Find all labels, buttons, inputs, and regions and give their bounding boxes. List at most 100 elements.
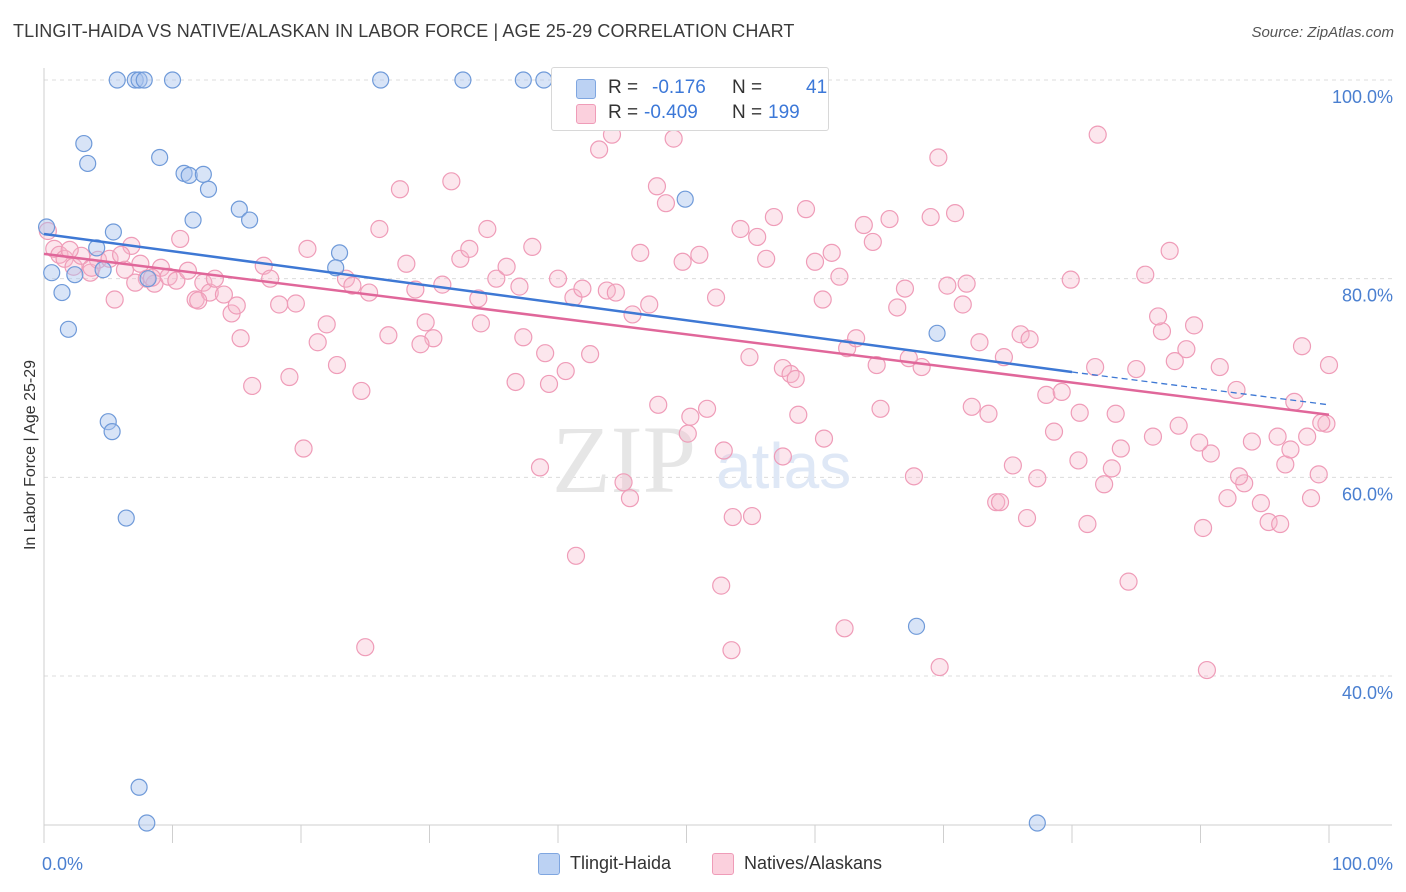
x-tick-labels: 0.0% 100.0%	[42, 854, 1393, 874]
data-point-natives-alaskans	[921, 207, 940, 227]
data-point-natives-alaskans	[773, 447, 792, 466]
data-point-tlingit-haida	[103, 423, 121, 441]
data-point-natives-alaskans	[317, 315, 336, 334]
data-point-natives-alaskans	[731, 219, 750, 239]
data-point-natives-alaskans	[294, 439, 313, 458]
data-point-natives-alaskans	[712, 576, 731, 595]
data-point-natives-alaskans	[390, 180, 410, 199]
x-tick-label: 0.0%	[42, 854, 83, 874]
data-point-tlingit-haida	[75, 134, 93, 153]
data-point-natives-alaskans	[740, 348, 759, 367]
data-point-tlingit-haida	[676, 190, 694, 208]
y-axis-title: In Labor Force | Age 25-29	[22, 360, 39, 550]
data-point-natives-alaskans	[167, 271, 186, 290]
data-point-natives-alaskans	[786, 369, 805, 389]
data-point-natives-alaskans	[566, 546, 586, 565]
data-point-natives-alaskans	[1106, 404, 1125, 423]
bottom-legend-label: Tlingit-Haida	[570, 853, 672, 873]
trend-lines	[43, 232, 1330, 416]
legend-r-value: -0.176	[652, 77, 706, 98]
data-point-natives-alaskans	[1111, 439, 1130, 458]
data-point-natives-alaskans	[904, 467, 924, 486]
data-point-natives-alaskans	[1165, 352, 1184, 371]
data-point-natives-alaskans	[1028, 469, 1047, 488]
data-point-tlingit-haida	[230, 200, 248, 218]
data-point-natives-alaskans	[1309, 465, 1328, 484]
data-point-natives-alaskans	[370, 219, 389, 239]
data-point-natives-alaskans	[1218, 489, 1237, 508]
data-point-natives-alaskans	[888, 298, 907, 317]
legend-swatch-blue	[576, 79, 596, 99]
trend-line-tlingit-haida	[43, 232, 1073, 374]
data-point-natives-alaskans	[243, 376, 262, 396]
data-point-natives-alaskans	[1177, 340, 1196, 359]
data-point-tlingit-haida	[117, 509, 135, 527]
data-point-natives-alaskans	[953, 295, 972, 314]
data-point-natives-alaskans	[673, 252, 692, 271]
legend-r-label: R =	[608, 102, 639, 123]
data-point-natives-alaskans	[1285, 392, 1304, 411]
data-point-natives-alaskans	[451, 249, 470, 268]
legend-swatch-pink	[576, 104, 596, 124]
data-point-natives-alaskans	[1197, 660, 1217, 680]
data-point-natives-alaskans	[205, 269, 225, 288]
data-point-natives-alaskans	[945, 204, 965, 223]
data-point-natives-alaskans	[433, 275, 452, 294]
x-tick-label: 100.0%	[1332, 854, 1393, 874]
data-point-natives-alaskans	[805, 252, 825, 271]
data-point-natives-alaskans	[548, 269, 568, 288]
data-point-natives-alaskans	[1003, 456, 1022, 475]
data-point-tlingit-haida	[907, 617, 926, 635]
data-point-natives-alaskans	[539, 374, 559, 394]
data-point-natives-alaskans	[506, 372, 525, 392]
data-point-natives-alaskans	[1052, 382, 1071, 402]
data-point-natives-alaskans	[1298, 427, 1317, 446]
data-point-tlingit-haida	[151, 148, 169, 167]
data-point-natives-alaskans	[1070, 403, 1089, 422]
legend-n-value: 41	[806, 77, 828, 98]
data-point-natives-alaskans	[298, 239, 317, 258]
data-point-natives-alaskans	[606, 283, 625, 302]
data-point-tlingit-haida	[514, 71, 532, 89]
data-point-natives-alaskans	[863, 232, 882, 252]
data-point-tlingit-haida	[43, 264, 61, 282]
data-point-tlingit-haida	[180, 166, 198, 184]
data-point-natives-alaskans	[1061, 270, 1080, 289]
data-point-natives-alaskans	[781, 364, 800, 384]
data-point-natives-alaskans	[838, 339, 857, 358]
y-tick-labels: 100.0% 80.0% 60.0% 40.0%	[1332, 87, 1393, 703]
data-point-tlingit-haida	[199, 180, 218, 198]
y-tick-label: 60.0%	[1342, 484, 1393, 504]
data-point-tlingit-haida	[1028, 814, 1046, 832]
data-point-natives-alaskans	[1136, 265, 1155, 284]
bottom-legend-label: Natives/Alaskans	[744, 853, 883, 873]
legend-r-label: R =	[608, 77, 639, 98]
data-point-natives-alaskans	[722, 641, 741, 660]
data-point-natives-alaskans	[1210, 357, 1229, 377]
data-point-natives-alaskans	[60, 240, 79, 259]
data-point-natives-alaskans	[1143, 427, 1163, 446]
data-point-natives-alaskans	[227, 296, 246, 315]
data-point-natives-alaskans	[1227, 380, 1246, 400]
data-point-natives-alaskans	[411, 335, 430, 354]
data-point-natives-alaskans	[871, 399, 890, 418]
data-point-natives-alaskans	[1271, 514, 1290, 534]
data-point-natives-alaskans	[497, 257, 516, 276]
data-point-natives-alaskans	[556, 361, 575, 381]
data-point-natives-alaskans	[1301, 489, 1321, 508]
data-point-natives-alaskans	[1078, 514, 1097, 534]
data-point-natives-alaskans	[1292, 337, 1312, 356]
data-point-natives-alaskans	[343, 276, 362, 295]
data-point-natives-alaskans	[1044, 422, 1064, 441]
data-point-natives-alaskans	[573, 279, 592, 298]
data-point-natives-alaskans	[189, 291, 208, 310]
data-point-natives-alaskans	[690, 245, 709, 264]
data-point-natives-alaskans	[814, 429, 834, 448]
data-point-natives-alaskans	[1312, 413, 1331, 432]
data-point-natives-alaskans	[590, 140, 609, 159]
data-point-natives-alaskans	[1127, 359, 1146, 379]
data-point-natives-alaskans	[581, 345, 600, 364]
data-point-natives-alaskans	[416, 313, 435, 332]
data-point-natives-alaskans	[105, 290, 124, 309]
data-point-tlingit-haida	[53, 283, 71, 302]
